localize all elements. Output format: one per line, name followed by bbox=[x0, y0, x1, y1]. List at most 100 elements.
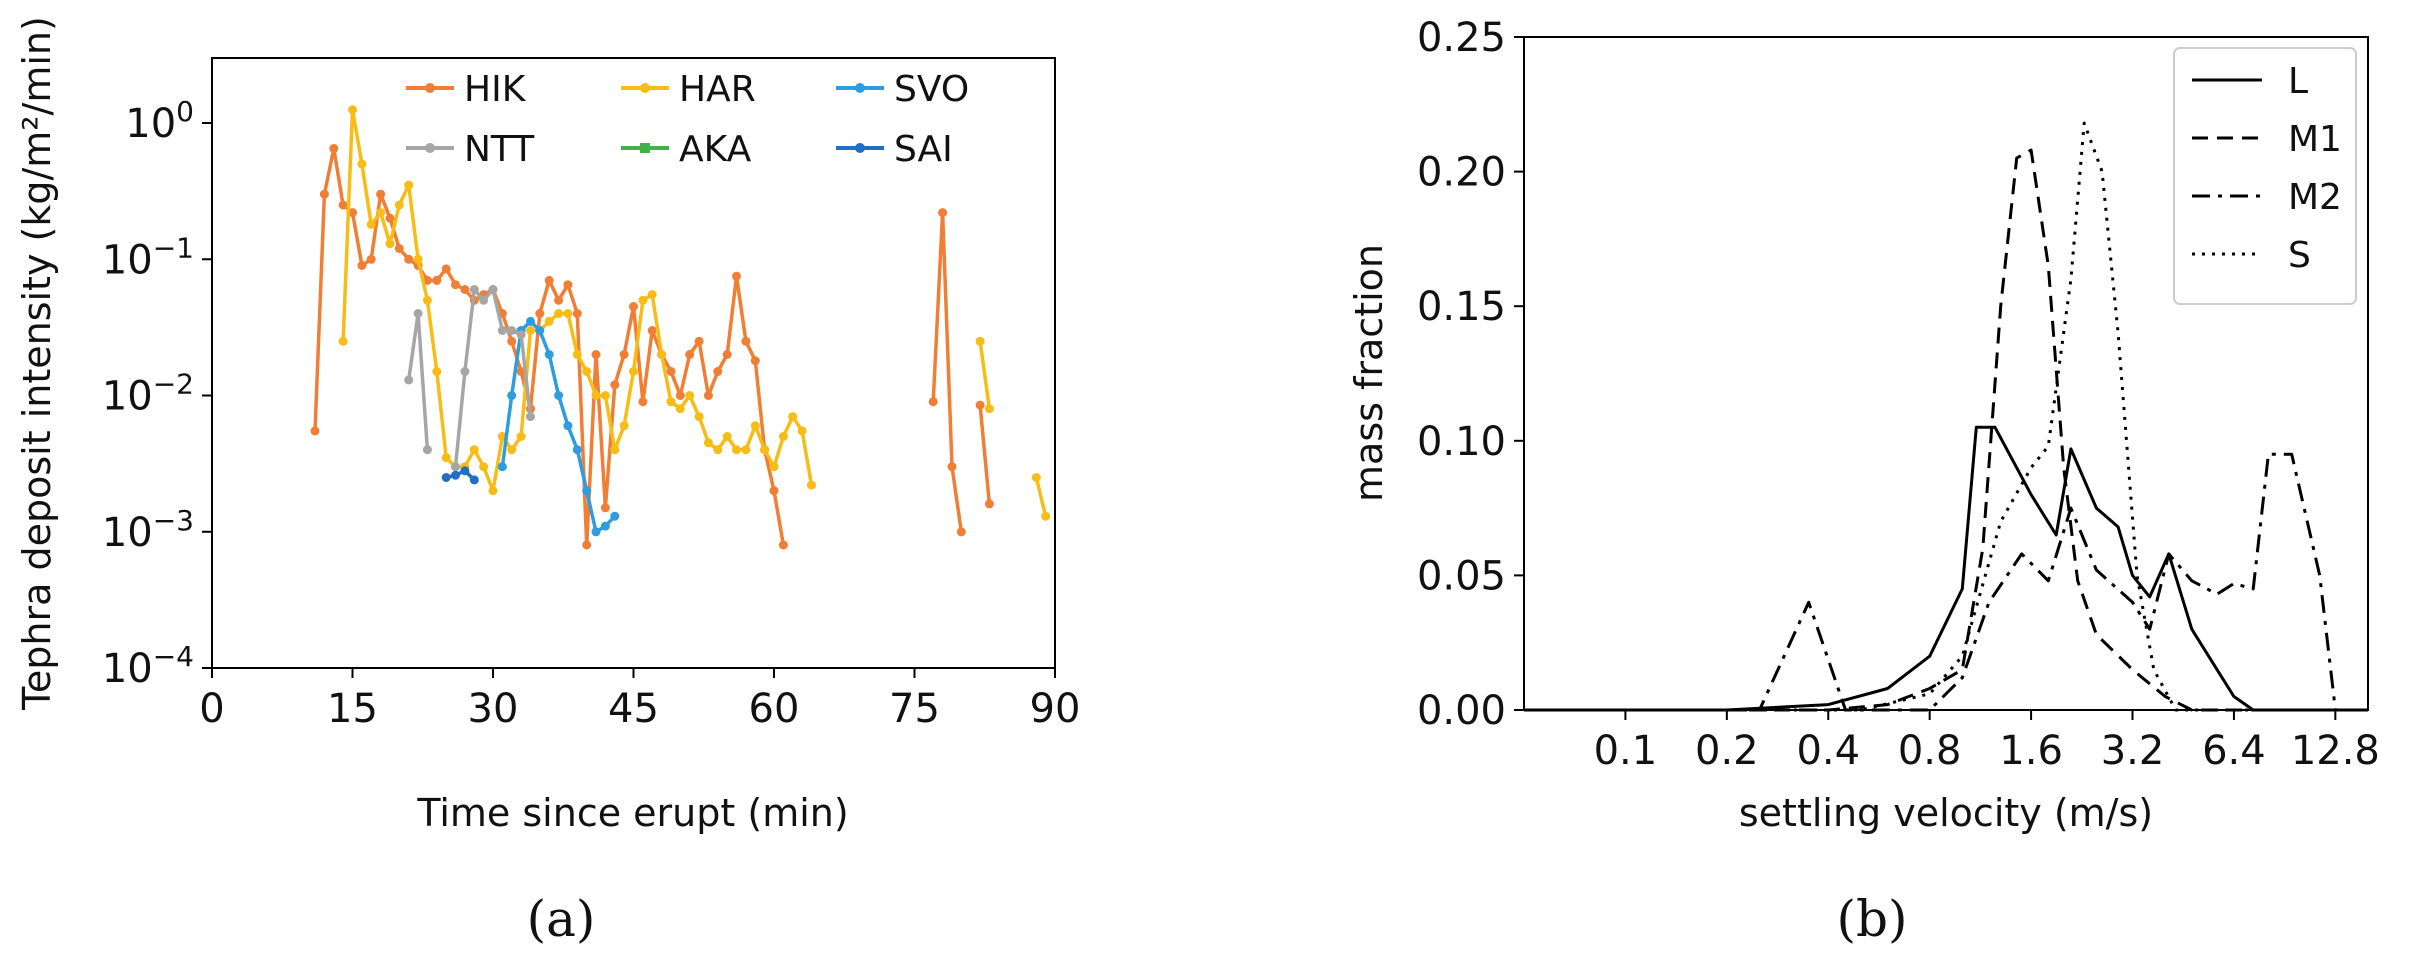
data-point-har bbox=[338, 336, 348, 346]
y-tick-label: 10−1 bbox=[102, 231, 194, 283]
legend-label: SVO bbox=[894, 69, 969, 110]
data-point-ntt bbox=[469, 285, 479, 294]
chart-a-panel-label: (a) bbox=[527, 890, 596, 948]
chart-a: 0 15 30 45 60 75 90 100 10−1 10−2 10−3 10−4 Time s… bbox=[15, 16, 1080, 948]
data-point-har bbox=[685, 391, 695, 400]
data-point-hik bbox=[694, 336, 704, 346]
series-line-l bbox=[1524, 425, 2368, 712]
data-point-har bbox=[582, 367, 592, 376]
data-point-svo bbox=[497, 462, 507, 472]
data-point-svo bbox=[600, 521, 610, 531]
data-point-har bbox=[516, 432, 526, 441]
data-point-har bbox=[572, 350, 582, 359]
data-point-hik bbox=[404, 254, 414, 264]
data-point-har bbox=[394, 200, 404, 210]
chart-a-legend: HIK HAR SVO NTT AKA SAI bbox=[406, 69, 969, 170]
data-point-svo bbox=[610, 511, 620, 521]
data-point-har bbox=[807, 480, 816, 490]
legend-label: SAI bbox=[894, 129, 953, 170]
data-point-har bbox=[769, 462, 779, 472]
data-point-har bbox=[778, 432, 788, 441]
x-tick-label: 45 bbox=[608, 686, 659, 732]
data-point-hik bbox=[582, 540, 592, 550]
data-point-hik bbox=[647, 326, 657, 335]
data-point-svo bbox=[544, 350, 554, 359]
data-point-hik bbox=[741, 336, 751, 346]
series-line-m2 bbox=[1524, 452, 2368, 712]
series-line-har bbox=[1034, 477, 1048, 517]
data-point-hik bbox=[928, 397, 938, 407]
y-tick-label: 10−3 bbox=[102, 504, 194, 556]
y-tick-label: 100 bbox=[125, 95, 194, 147]
data-point-hik bbox=[750, 356, 760, 366]
data-point-har bbox=[404, 180, 414, 190]
chart-a-series bbox=[310, 105, 1051, 550]
data-point-ntt bbox=[516, 330, 526, 340]
y-tick-label: 0.00 bbox=[1417, 688, 1506, 734]
x-tick-label: 6.4 bbox=[2202, 728, 2266, 774]
legend-item-hik: HIK bbox=[406, 69, 527, 110]
data-point-svo bbox=[572, 445, 582, 455]
legend-label: NTT bbox=[464, 129, 535, 170]
x-tick-label: 15 bbox=[327, 686, 378, 732]
chart-a-xlabel: Time since erupt (min) bbox=[416, 791, 848, 835]
data-point-har bbox=[357, 159, 367, 169]
data-point-har bbox=[526, 326, 535, 335]
data-point-har bbox=[563, 309, 573, 318]
data-point-hik bbox=[348, 208, 357, 218]
legend-marker bbox=[425, 83, 435, 93]
data-point-sai bbox=[441, 473, 451, 482]
legend-marker bbox=[640, 83, 650, 93]
data-point-har bbox=[554, 309, 564, 318]
legend-label: M1 bbox=[2288, 119, 2342, 160]
y-tick-label: 0.25 bbox=[1417, 15, 1506, 61]
legend-item-m2: M2 bbox=[2192, 177, 2342, 218]
data-point-hik bbox=[938, 208, 948, 218]
data-point-svo bbox=[582, 486, 592, 496]
data-point-hik bbox=[685, 350, 695, 359]
data-point-hik bbox=[778, 540, 788, 550]
data-point-har bbox=[732, 445, 741, 455]
data-point-har bbox=[610, 445, 620, 455]
data-point-har bbox=[984, 404, 994, 414]
data-point-svo bbox=[507, 391, 517, 400]
data-point-ntt bbox=[497, 326, 507, 335]
data-point-har bbox=[507, 445, 517, 455]
data-point-hik bbox=[357, 261, 367, 270]
data-point-har bbox=[1031, 473, 1041, 482]
data-point-hik bbox=[619, 350, 629, 359]
data-point-hik bbox=[329, 144, 339, 153]
legend-marker bbox=[855, 83, 865, 93]
data-point-hik bbox=[629, 302, 638, 311]
y-tick-label: 0.15 bbox=[1417, 284, 1506, 330]
data-point-har bbox=[422, 295, 432, 305]
data-point-hik bbox=[544, 275, 554, 285]
data-point-har bbox=[366, 220, 376, 229]
series-line-s bbox=[1524, 121, 2368, 712]
data-point-hik bbox=[563, 280, 573, 290]
data-point-hik bbox=[984, 499, 994, 509]
data-point-ntt bbox=[451, 462, 460, 472]
x-tick-label: 75 bbox=[889, 686, 940, 732]
data-point-hik bbox=[366, 254, 376, 264]
legend-frame bbox=[2173, 47, 2357, 305]
y-tick-label: 10−2 bbox=[102, 368, 194, 420]
data-point-hik bbox=[769, 486, 779, 496]
legend-item-aka: AKA bbox=[621, 129, 752, 170]
data-point-hik bbox=[722, 350, 732, 359]
data-point-hik bbox=[572, 309, 582, 318]
legend-label: L bbox=[2288, 61, 2308, 102]
legend-label: S bbox=[2288, 235, 2311, 276]
data-point-har bbox=[694, 412, 704, 422]
chart-b-legend: L M1 M2 S bbox=[2173, 47, 2357, 305]
data-point-har bbox=[760, 445, 770, 455]
x-tick-label: 3.2 bbox=[2101, 728, 2165, 774]
data-point-har bbox=[469, 445, 479, 455]
data-point-ntt bbox=[526, 412, 535, 422]
legend-label: AKA bbox=[679, 129, 752, 170]
data-point-har bbox=[638, 295, 648, 305]
data-point-har bbox=[975, 336, 985, 346]
chart-b-plot-frame bbox=[1523, 36, 2369, 711]
series-sai bbox=[441, 466, 479, 485]
data-point-har bbox=[619, 421, 629, 431]
